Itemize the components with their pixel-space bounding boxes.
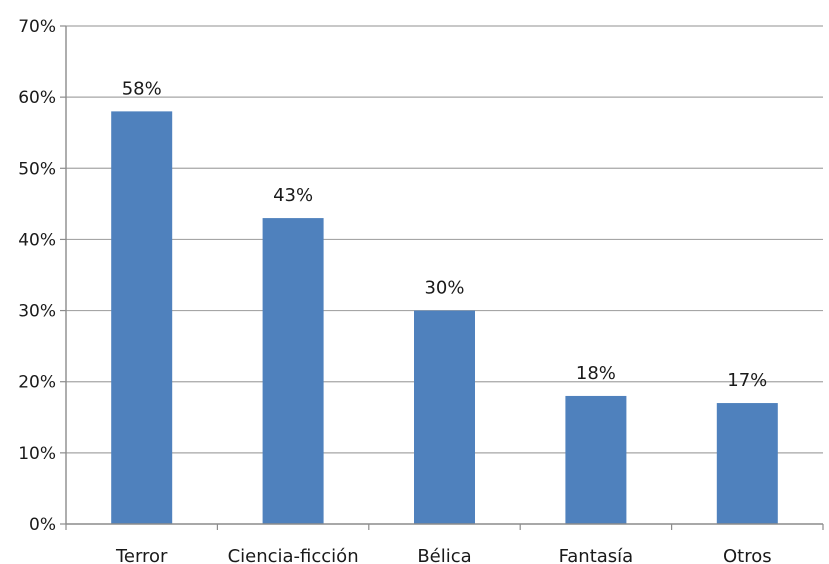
data-label: 58% <box>122 78 162 99</box>
x-tick-label: Ciencia-ficción <box>228 546 359 564</box>
y-tick-label: 10% <box>18 444 56 464</box>
bar-terror <box>111 111 173 524</box>
data-label: 18% <box>576 363 616 384</box>
data-label: 43% <box>273 185 313 206</box>
y-axis-tick-labels: 0% 10% 20% 30% 40% 50% 60% 70% <box>18 17 56 535</box>
x-tick-label: Fantasía <box>559 546 634 564</box>
y-tick-label: 20% <box>18 373 56 393</box>
data-label: 30% <box>424 278 464 299</box>
y-tick-label: 50% <box>18 159 56 179</box>
y-tick-label: 40% <box>18 230 56 250</box>
x-tick-label: Otros <box>723 546 772 564</box>
data-labels: 58% 43% 30% 18% 17% <box>122 78 768 391</box>
x-tick-label: Terror <box>115 546 168 564</box>
axes <box>60 25 824 530</box>
y-tick-label: 60% <box>18 88 56 108</box>
y-tick-label: 0% <box>29 515 56 535</box>
x-tick-label: Bélica <box>417 546 471 564</box>
x-axis-tick-labels: Terror Ciencia-ficción Bélica Fantasía Otros <box>115 546 772 564</box>
bar-ciencia-ficci-n <box>262 218 324 525</box>
bar-otros <box>716 403 778 524</box>
data-label: 17% <box>727 370 767 391</box>
y-tick-label: 30% <box>18 302 56 322</box>
bar-b-lica <box>414 310 475 524</box>
y-tick-label: 70% <box>18 17 56 37</box>
bar-fantas-a <box>565 395 627 524</box>
bars <box>111 111 778 525</box>
